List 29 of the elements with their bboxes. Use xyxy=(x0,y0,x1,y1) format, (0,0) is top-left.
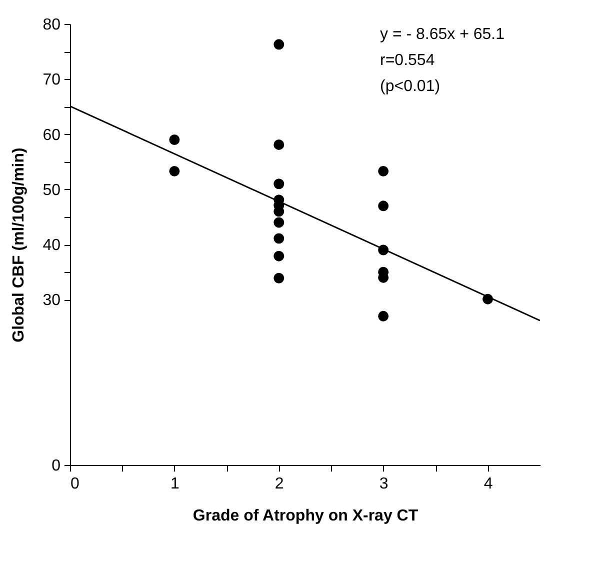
x-tick-label: 1 xyxy=(170,476,180,492)
x-tick-label: 4 xyxy=(484,476,493,492)
point xyxy=(169,166,180,176)
point xyxy=(378,166,389,176)
point xyxy=(274,39,284,50)
annotation: r=0.554 xyxy=(380,52,435,69)
point xyxy=(274,139,284,150)
point xyxy=(378,200,389,212)
x-tick-label: 3 xyxy=(379,476,388,492)
y-tick-label: 80 xyxy=(42,16,61,34)
point xyxy=(378,310,389,322)
y-tick-label: 30 xyxy=(42,292,61,310)
y-tick-label: 60 xyxy=(42,126,61,144)
y-tick-label: 70 xyxy=(42,72,61,89)
x-tick-label: 0 xyxy=(70,476,80,492)
point xyxy=(274,233,284,244)
y-tick-label: 40 xyxy=(42,237,61,254)
y-axis-title: Global CBF (ml/100g/min) xyxy=(10,148,28,342)
y-tick-label: 0 xyxy=(52,458,61,474)
y-tick-label: 50 xyxy=(42,182,61,199)
x-tick-label: 2 xyxy=(274,476,284,492)
point xyxy=(274,250,284,262)
point xyxy=(274,217,284,228)
annotation: y = - 8.65x + 65.1 xyxy=(380,26,505,43)
point xyxy=(169,134,180,145)
point xyxy=(274,178,284,190)
point xyxy=(274,272,284,284)
annotation: (p<0.01) xyxy=(380,78,440,95)
x-axis-title: Grade of Atrophy on X-ray CT xyxy=(192,508,418,524)
